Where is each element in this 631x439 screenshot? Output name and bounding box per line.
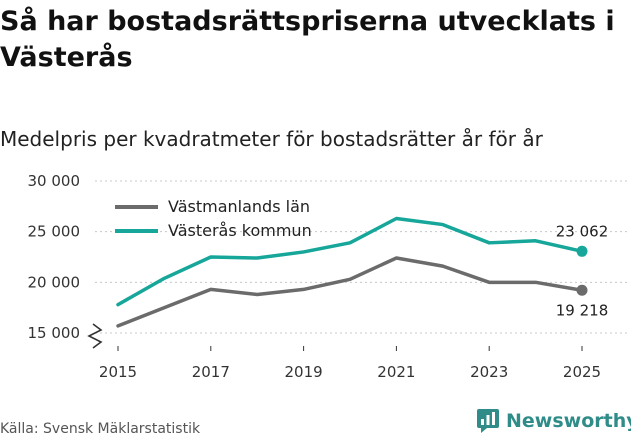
x-tick-label: 2019 <box>285 363 323 381</box>
legend: Västmanlands län Västerås kommun <box>115 197 312 240</box>
x-axis-ticks: 2015 2017 2019 2021 2023 2025 <box>99 346 601 381</box>
series-line-vastmanlands-lan <box>116 256 584 328</box>
x-tick-label: 2025 <box>563 363 601 381</box>
y-tick-label: 15 000 <box>28 324 81 342</box>
x-tick-label: 2017 <box>192 363 230 381</box>
axis-break-icon <box>87 323 103 349</box>
x-tick-label: 2023 <box>470 363 508 381</box>
end-value-label: 19 218 <box>556 301 609 319</box>
brand-name: Newsworthy <box>506 410 631 432</box>
series-end-point <box>576 284 588 296</box>
chart-title: Så har bostadsrättspriserna utvecklats i… <box>0 6 615 73</box>
legend-label: Västmanlands län <box>168 197 310 216</box>
x-tick-label: 2015 <box>99 363 137 381</box>
x-tick-label: 2021 <box>377 363 415 381</box>
y-tick-label: 30 000 <box>28 172 81 190</box>
end-value-label: 23 062 <box>556 222 609 240</box>
grid-layer <box>95 180 628 334</box>
newsworthy-logo-icon <box>477 409 499 433</box>
y-tick-label: 25 000 <box>28 223 81 241</box>
y-tick-label: 20 000 <box>28 273 81 291</box>
y-axis-ticks: 15 000 20 000 25 000 30 000 <box>28 172 81 342</box>
legend-label: Västerås kommun <box>168 221 312 240</box>
series-line-vasteras-kommun <box>116 216 584 307</box>
source-note: Källa: Svensk Mäklarstatistik <box>0 421 201 437</box>
series-layer <box>116 216 588 328</box>
newsworthy-logo: Newsworthy <box>476 408 631 434</box>
end-labels: 19 218 23 062 <box>556 222 609 319</box>
chart-subtitle: Medelpris per kvadratmeter för bostadsrä… <box>0 127 543 151</box>
series-end-point <box>576 245 588 257</box>
